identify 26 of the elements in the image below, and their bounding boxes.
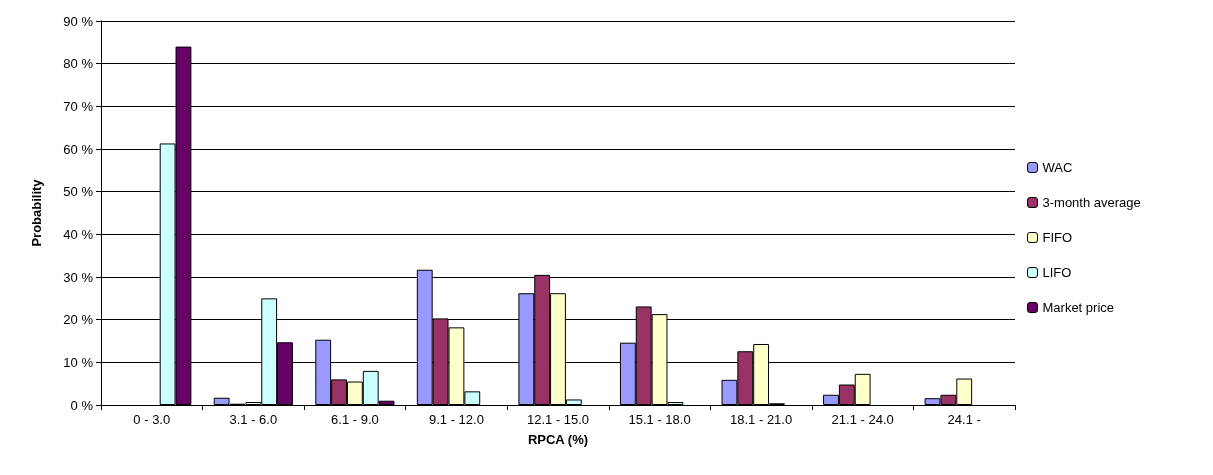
x-tick-label: 0 - 3.0 bbox=[133, 412, 171, 427]
x-tick-label: 9.1 - 12.0 bbox=[428, 412, 484, 427]
y-tick-label: 90 % bbox=[63, 13, 94, 29]
y-tick-label: 0 % bbox=[70, 397, 94, 413]
legend-label: WAC bbox=[1042, 160, 1073, 175]
x-tick-label: 3.1 - 6.0 bbox=[229, 412, 278, 427]
x-axis-title: RPCA (%) bbox=[527, 432, 589, 447]
legend-label: 3-month average bbox=[1042, 195, 1141, 210]
legend-label: Market price bbox=[1042, 300, 1115, 315]
x-tick-label: 15.1 - 18.0 bbox=[628, 412, 691, 427]
x-tick-label: 24.1 - bbox=[947, 412, 981, 427]
y-tick-label: 50 % bbox=[63, 184, 94, 200]
y-tick-label: 60 % bbox=[63, 141, 94, 157]
y-tick-label: 40 % bbox=[63, 226, 94, 242]
y-tick-label: 30 % bbox=[63, 269, 94, 285]
x-tick-label: 18.1 - 21.0 bbox=[730, 412, 793, 427]
y-tick-label: 20 % bbox=[63, 312, 94, 328]
y-tick-label: 10 % bbox=[63, 354, 94, 370]
y-tick-label: 70 % bbox=[63, 98, 94, 114]
x-tick-label: 12.1 - 15.0 bbox=[526, 412, 590, 427]
x-tick-label: 6.1 - 9.0 bbox=[331, 412, 379, 427]
y-tick-label: 80 % bbox=[63, 56, 94, 72]
legend-label: FIFO bbox=[1042, 230, 1073, 245]
x-tick-label: 21.1 - 24.0 bbox=[831, 412, 894, 427]
legend-label: LIFO bbox=[1042, 265, 1072, 280]
y-axis-title: Probability bbox=[29, 178, 44, 247]
